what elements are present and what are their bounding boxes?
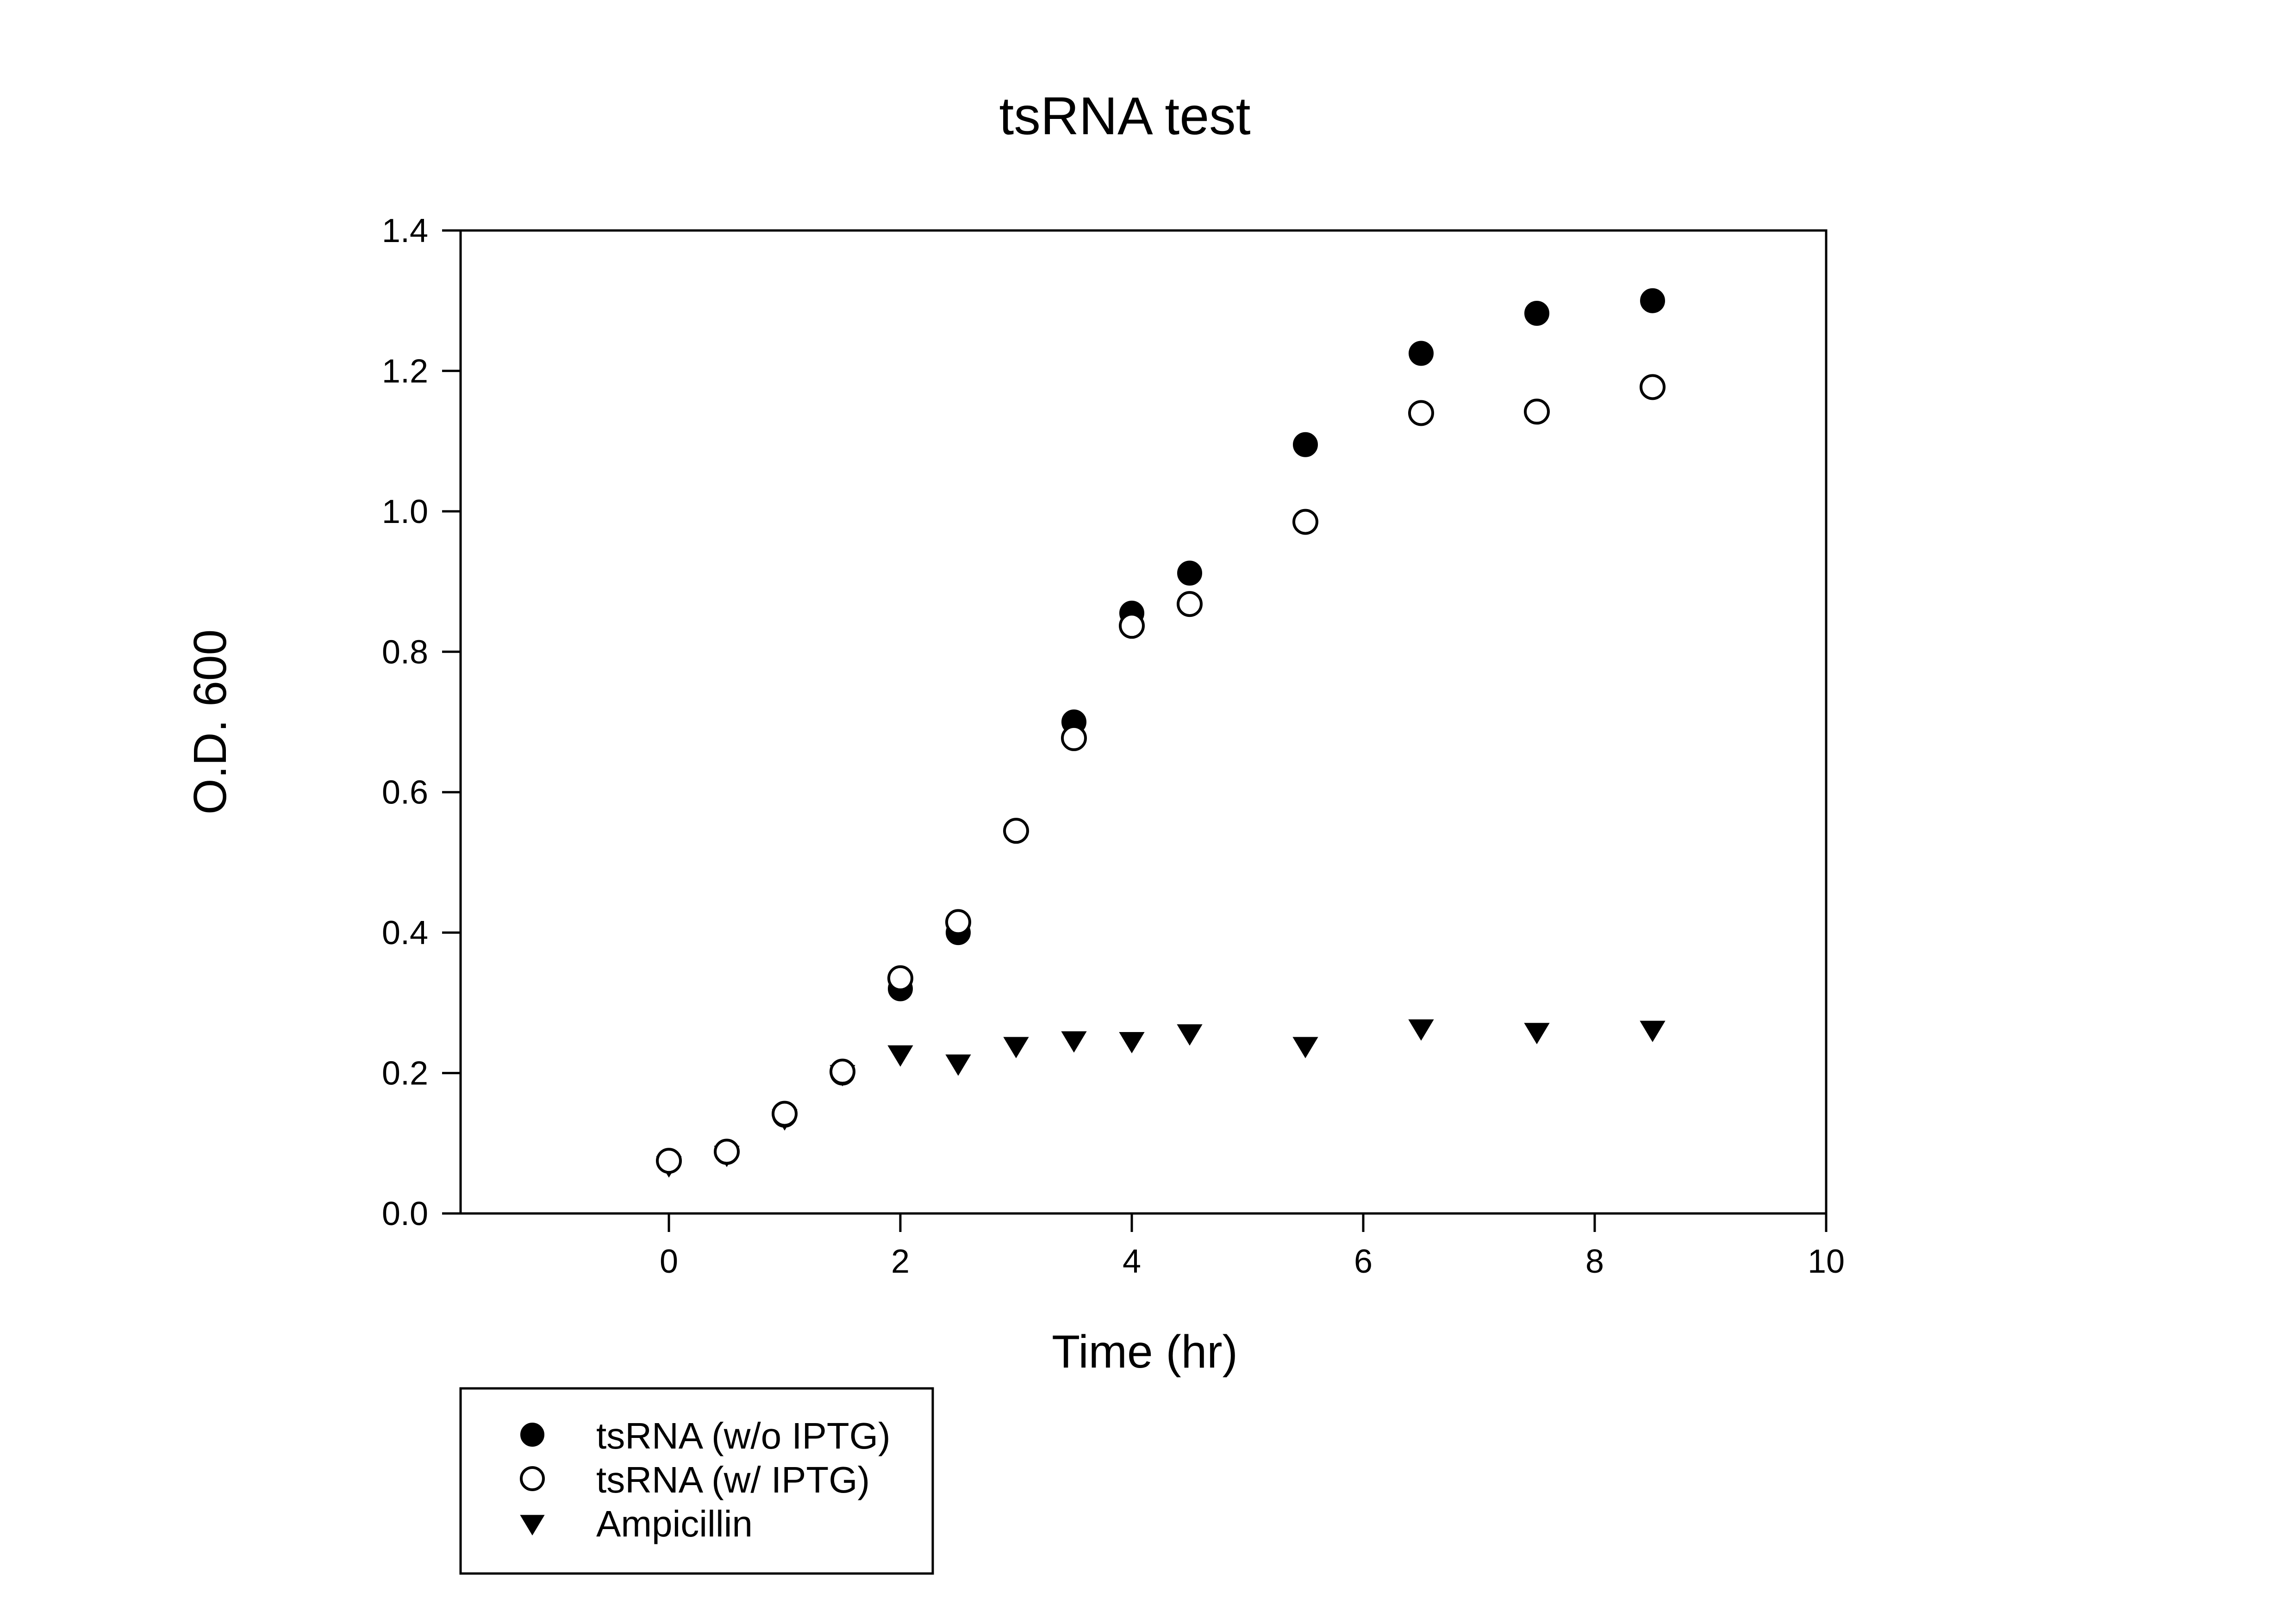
data-point [1177,1024,1203,1046]
legend-marker [520,1515,545,1536]
x-tick-label: 0 [660,1243,678,1280]
data-point [1292,1037,1318,1058]
data-point [1524,301,1549,326]
data-point [1640,374,1666,400]
legend-label: tsRNA (w/o IPTG) [596,1415,891,1456]
data-point [1003,1037,1029,1058]
data-point [656,1148,682,1174]
chart-title: tsRNA test [999,87,1250,146]
legend-label: tsRNA (w/ IPTG) [596,1459,870,1500]
x-tick-label: 2 [891,1243,910,1280]
legend: tsRNA (w/o IPTG)tsRNA (w/ IPTG)Ampicilli… [459,1387,934,1575]
y-tick-label: 0.6 [382,774,428,811]
y-tick-label: 0.2 [382,1055,428,1092]
x-axis: 0 2 4 6 8 10 [660,1213,1845,1280]
x-axis-label: Time (hr) [1052,1326,1238,1378]
y-tick-label: 1.2 [382,353,428,390]
data-point [887,1045,913,1067]
series-0 [656,288,1665,1174]
x-tick-label: 10 [1808,1243,1845,1280]
data-point [1292,509,1318,535]
series-1 [656,374,1666,1174]
data-point [1408,1019,1434,1041]
data-point [1640,288,1665,313]
data-point [1524,1023,1550,1045]
data-point [945,909,971,935]
x-tick-label: 4 [1123,1243,1141,1280]
series-layer [656,288,1666,1178]
data-point [1177,560,1202,586]
y-tick-label: 0.0 [382,1195,428,1232]
y-tick-label: 0.8 [382,634,428,671]
data-point [1119,613,1145,639]
legend-items: tsRNA (w/o IPTG)tsRNA (w/ IPTG)Ampicilli… [520,1415,891,1544]
y-tick-label: 0.4 [382,914,428,952]
data-point [1061,1031,1087,1053]
data-point [1293,432,1318,457]
data-point [1408,400,1434,426]
data-point [1119,1032,1145,1054]
data-point [714,1138,740,1165]
x-tick-label: 8 [1585,1243,1604,1280]
data-point [945,1054,971,1076]
data-point [772,1101,798,1127]
data-point [830,1058,855,1085]
data-point [1061,725,1087,751]
data-point [887,965,913,991]
y-axis: 0.0 0.2 0.4 0.6 0.8 1.0 1.2 1.4 [382,212,461,1232]
series-2 [656,1019,1666,1178]
legend-marker [520,1466,545,1491]
data-point [1524,398,1550,425]
y-axis-label: O.D. 600 [184,629,236,815]
plot-frame [459,229,1828,1215]
data-point [1003,818,1029,844]
legend-marker [520,1423,544,1447]
x-tick-label: 6 [1354,1243,1373,1280]
data-point [1409,341,1434,366]
legend-label: Ampicillin [596,1503,753,1544]
y-tick-label: 1.0 [382,493,428,530]
data-point [1177,591,1203,617]
data-point [1640,1020,1666,1042]
y-tick-label: 1.4 [382,212,428,249]
